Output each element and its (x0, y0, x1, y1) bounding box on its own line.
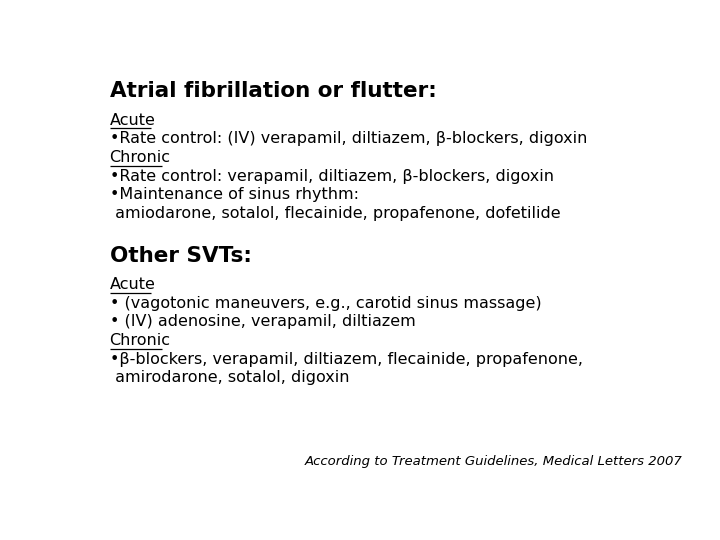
Text: •Rate control: (IV) verapamil, diltiazem, β-blockers, digoxin: •Rate control: (IV) verapamil, diltiazem… (109, 131, 587, 146)
Text: Chronic: Chronic (109, 333, 171, 348)
Text: Other SVTs:: Other SVTs: (109, 246, 251, 266)
Text: Acute: Acute (109, 113, 156, 127)
Text: amiodarone, sotalol, flecainide, propafenone, dofetilide: amiodarone, sotalol, flecainide, propafe… (109, 206, 560, 221)
Text: Acute: Acute (109, 277, 156, 292)
Text: According to Treatment Guidelines, Medical Letters 2007: According to Treatment Guidelines, Medic… (305, 455, 683, 468)
Text: •Maintenance of sinus rhythm:: •Maintenance of sinus rhythm: (109, 187, 359, 202)
Text: Atrial fibrillation or flutter:: Atrial fibrillation or flutter: (109, 82, 436, 102)
Text: •β-blockers, verapamil, diltiazem, flecainide, propafenone,: •β-blockers, verapamil, diltiazem, fleca… (109, 352, 582, 367)
Text: • (vagotonic maneuvers, e.g., carotid sinus massage): • (vagotonic maneuvers, e.g., carotid si… (109, 295, 541, 310)
Text: •Rate control: verapamil, diltiazem, β-blockers, digoxin: •Rate control: verapamil, diltiazem, β-b… (109, 168, 554, 184)
Text: • (IV) adenosine, verapamil, diltiazem: • (IV) adenosine, verapamil, diltiazem (109, 314, 415, 329)
Text: Chronic: Chronic (109, 150, 171, 165)
Text: amirodarone, sotalol, digoxin: amirodarone, sotalol, digoxin (109, 370, 349, 386)
